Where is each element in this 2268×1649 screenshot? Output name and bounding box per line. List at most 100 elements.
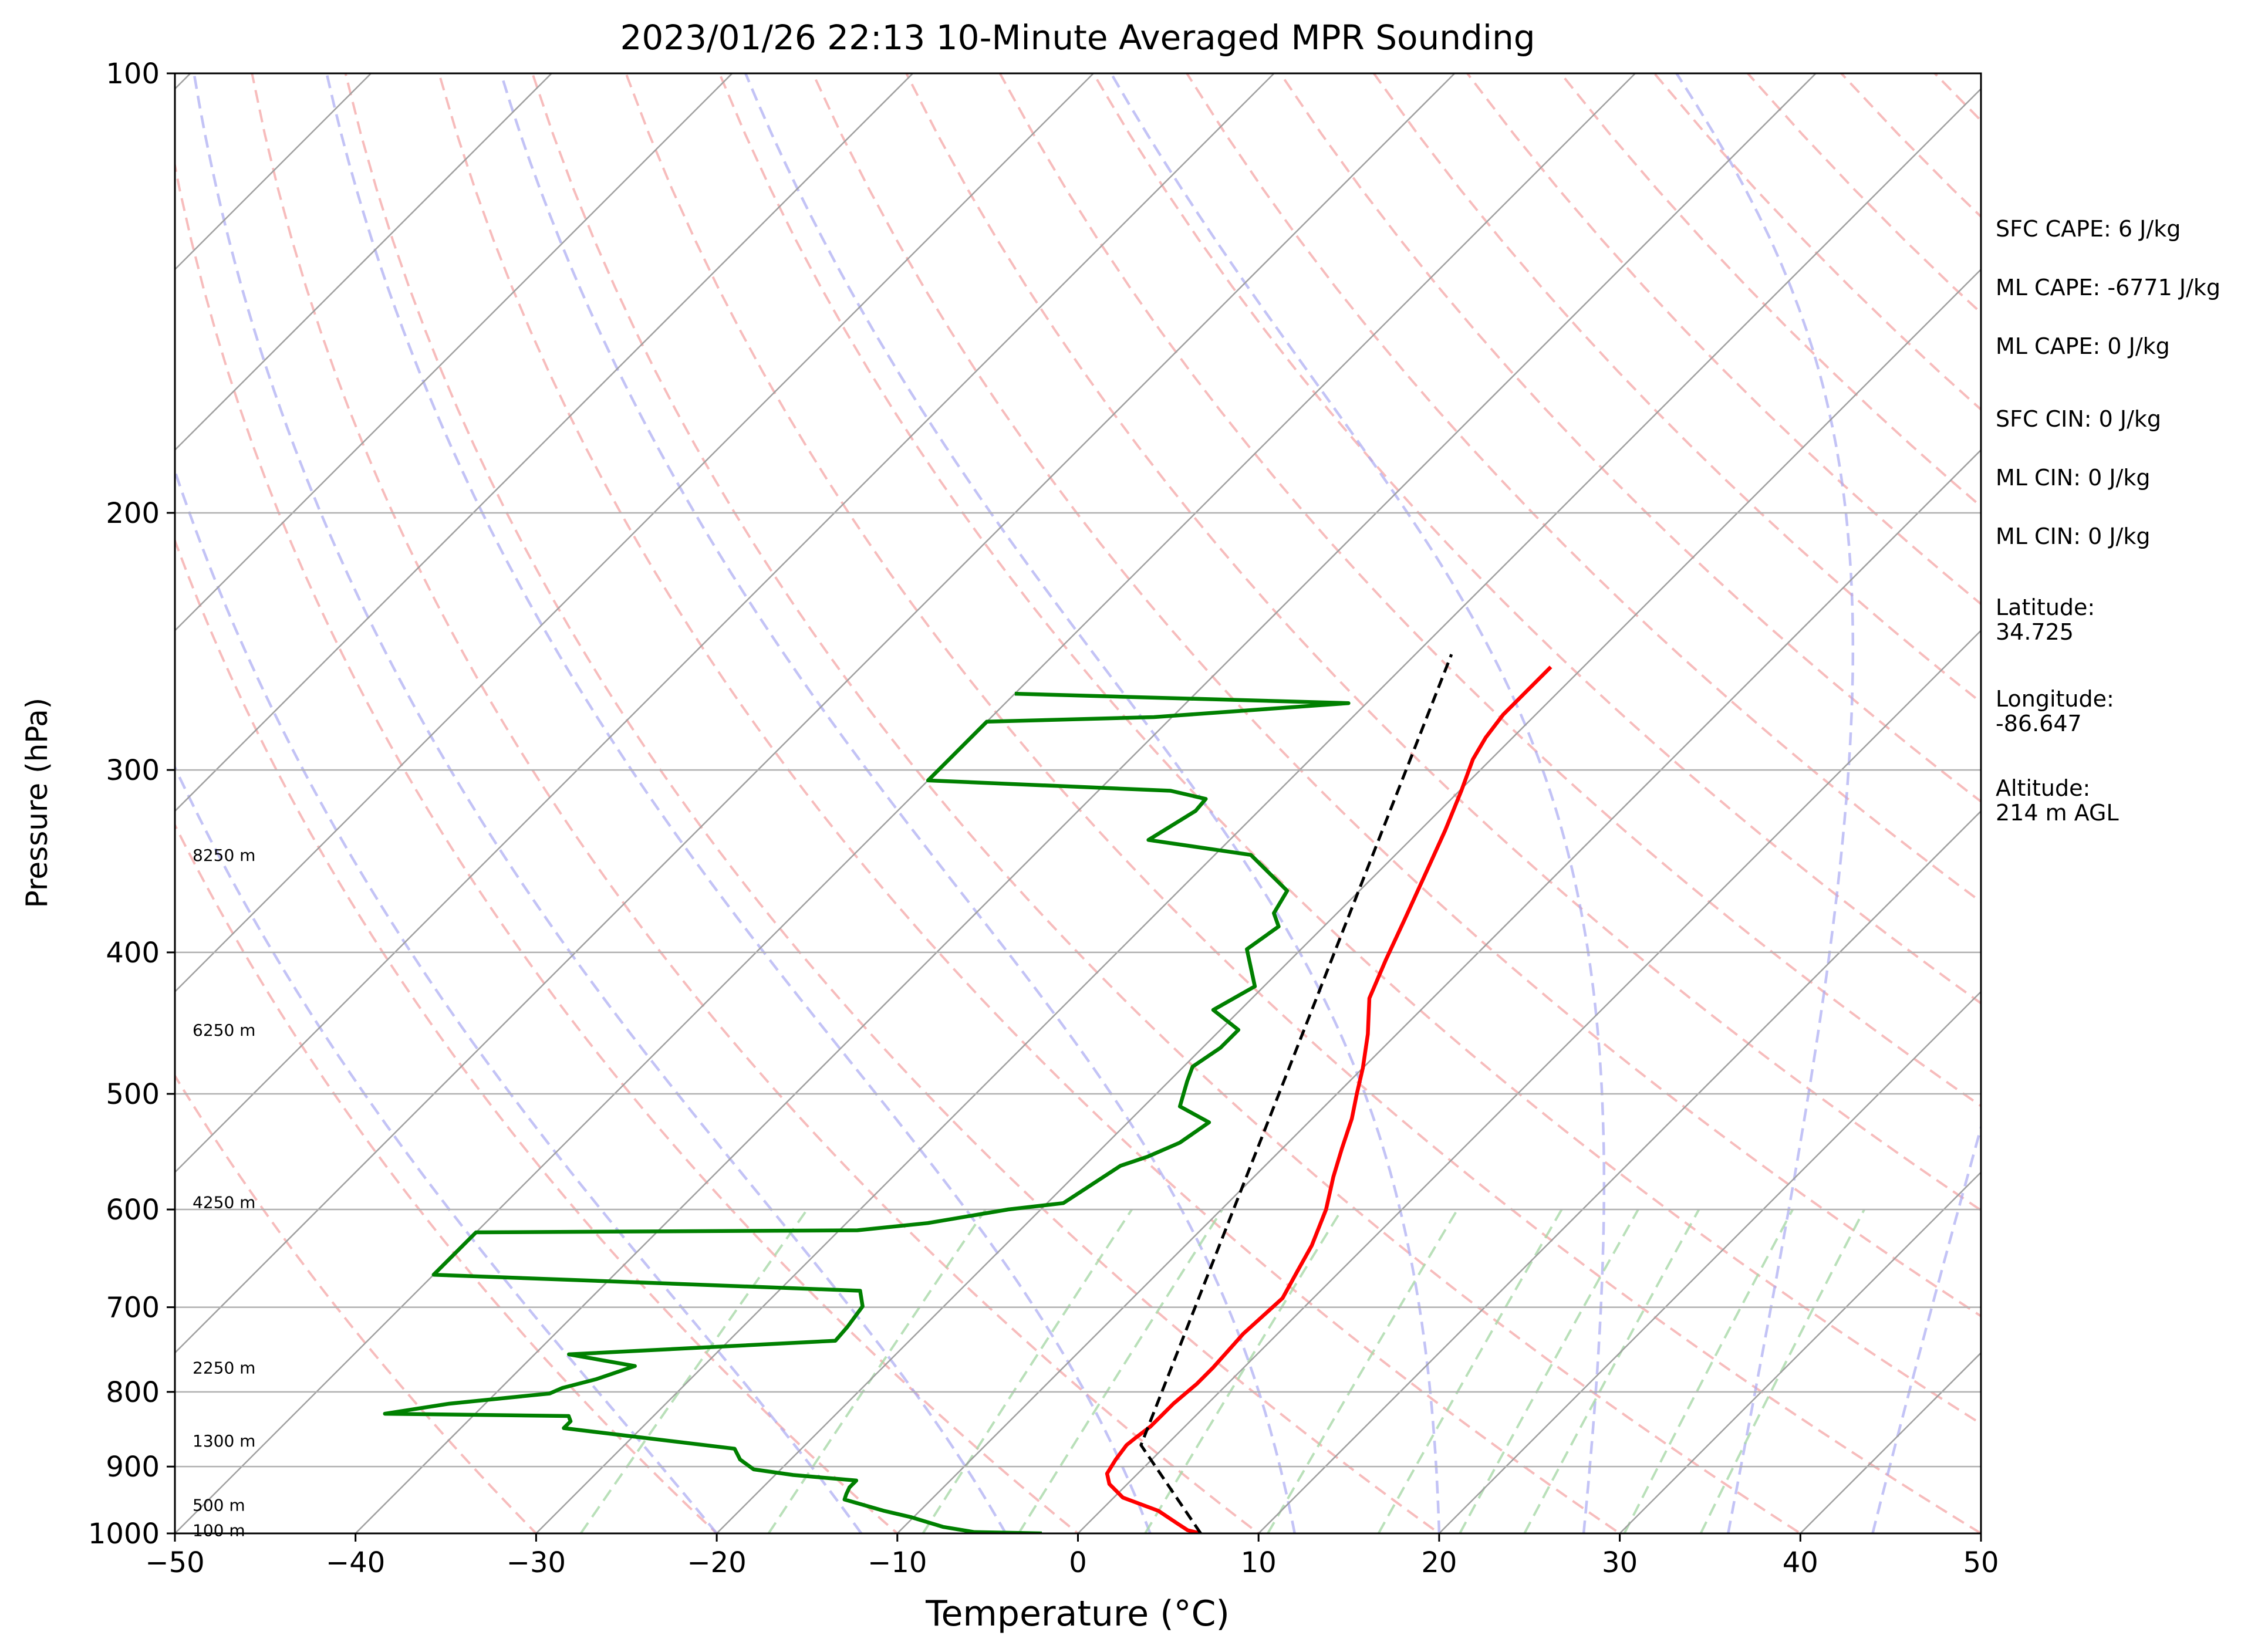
mixing-ratio-line xyxy=(1699,1209,1865,1533)
dry-adiabat xyxy=(1372,73,1981,704)
series-temperature-line xyxy=(1105,665,1553,1533)
y-tick-label: 1000 xyxy=(88,1518,160,1550)
annotation-text: Longitude: -86.647 xyxy=(1996,686,2114,736)
moist-adiabat xyxy=(1109,73,1606,1533)
moist-adiabat xyxy=(1871,1123,1981,1533)
sounding-series xyxy=(383,654,1553,1533)
x-tick-label: −10 xyxy=(868,1546,927,1579)
annotation-text: ML CIN: 0 J/kg xyxy=(1996,465,2150,491)
x-tick-label: −50 xyxy=(145,1546,204,1579)
dry-adiabat xyxy=(1746,73,1981,315)
x-tick-label: −20 xyxy=(687,1546,746,1579)
x-tick-label: 0 xyxy=(1069,1546,1087,1579)
annotation-text: Latitude: 34.725 xyxy=(1996,594,2095,645)
y-tick-label: 500 xyxy=(106,1078,160,1111)
background-lines xyxy=(0,6,2268,1564)
mixing-ratio-line xyxy=(767,1208,987,1533)
moist-adiabat xyxy=(193,73,1007,1533)
annotation-text: ML CAPE: 0 J/kg xyxy=(1996,333,2170,359)
isotherm xyxy=(1258,810,1981,1533)
isotherm xyxy=(175,73,552,451)
x-axis-ticks: −50 −40 −30 −20 −10 0 10 20 30 40 50 xyxy=(145,1533,1999,1579)
y-tick-label: 800 xyxy=(106,1376,160,1409)
isotherm xyxy=(175,73,914,812)
dry-adiabat xyxy=(905,73,1981,1212)
isotherm xyxy=(175,73,1094,993)
isotherm xyxy=(896,449,1981,1533)
series-parcel-line xyxy=(1139,654,1453,1533)
mixing-ratio-line xyxy=(1017,1208,1224,1533)
height-label: 8250 m xyxy=(193,846,255,865)
annotation-text: SFC CAPE: 6 J/kg xyxy=(1996,216,2181,242)
height-label: 1300 m xyxy=(193,1431,255,1451)
isotherm xyxy=(535,87,1981,1533)
height-label: 500 m xyxy=(193,1495,245,1515)
y-tick-label: 300 xyxy=(106,754,160,787)
moist-adiabat xyxy=(744,73,1441,1533)
isotherm xyxy=(1439,991,1981,1533)
dry-adiabat xyxy=(811,73,1981,1318)
chart-title: 2023/01/26 22:13 10-Minute Averaged MPR … xyxy=(620,18,1535,58)
y-axis-ticks: 100 200 300 400 500 600 700 800 900 1000 xyxy=(88,58,175,1550)
y-tick-label: 100 xyxy=(106,58,160,90)
annotation-text: Altitude: 214 m AGL xyxy=(1996,775,2119,826)
x-tick-label: 10 xyxy=(1241,1546,1277,1579)
moist-adiabat xyxy=(175,467,863,1533)
dry-adiabat xyxy=(998,73,1981,1108)
isotherm xyxy=(716,268,1981,1533)
pressure-gridlines xyxy=(175,512,1981,1468)
dry-adiabat xyxy=(531,73,1803,1533)
annotation-text: SFC CIN: 0 J/kg xyxy=(1996,406,2161,432)
mixing-ratio-line xyxy=(1144,1208,1343,1533)
annotation-text: ML CIN: 0 J/kg xyxy=(1996,523,2150,549)
plot-frame xyxy=(174,72,1982,1535)
y-tick-label: 200 xyxy=(106,497,160,530)
isotherm xyxy=(175,73,372,271)
y-tick-label: 900 xyxy=(106,1451,160,1484)
isotherm xyxy=(175,73,1456,1354)
dry-adiabat xyxy=(175,1073,538,1533)
x-tick-label: −30 xyxy=(507,1546,566,1579)
dry-adiabat xyxy=(718,73,1981,1425)
dry-adiabat xyxy=(344,73,1442,1533)
mixing-ratio-line xyxy=(922,1208,1133,1533)
height-label: 4250 m xyxy=(193,1192,255,1212)
annotation-text: ML CAPE: -6771 J/kg xyxy=(1996,275,2220,300)
dry-adiabat xyxy=(1092,73,1981,1005)
moist-adiabat xyxy=(500,73,1296,1533)
isotherm xyxy=(175,73,733,632)
moist-adiabat xyxy=(175,764,718,1533)
height-label: 100 m xyxy=(193,1521,245,1540)
moist-adiabat xyxy=(1675,73,1855,1533)
dry-adiabat xyxy=(2236,6,2268,1564)
y-tick-label: 700 xyxy=(106,1292,160,1324)
isotherm xyxy=(1619,1171,1981,1533)
stats-annotations: SFC CAPE: 6 J/kg ML CAPE: -6771 J/kg ML CA… xyxy=(1996,216,2220,826)
dry-adiabat xyxy=(175,822,719,1533)
x-axis-label: Temperature (°C) xyxy=(925,1593,1230,1634)
height-label: 6250 m xyxy=(193,1021,255,1040)
y-tick-label: 400 xyxy=(106,937,160,969)
x-tick-label: 30 xyxy=(1602,1546,1638,1579)
isotherm xyxy=(355,73,1817,1533)
dry-adiabat xyxy=(437,73,1622,1533)
height-labels: 8250 m 6250 m 4250 m 2250 m 1300 m 500 m 100 m xyxy=(193,846,255,1540)
x-tick-label: −40 xyxy=(326,1546,385,1579)
y-axis-label: Pressure (hPa) xyxy=(20,698,54,908)
dry-adiabat xyxy=(1185,73,1981,904)
moist-adiabat xyxy=(325,73,1152,1533)
isotherm xyxy=(1077,629,1981,1533)
dry-adiabat xyxy=(251,73,1261,1533)
isotherm xyxy=(175,73,1275,1174)
height-label: 2250 m xyxy=(193,1359,255,1378)
mixing-ratio-line xyxy=(1623,1209,1794,1533)
x-tick-label: 40 xyxy=(1783,1546,1818,1579)
dry-adiabat xyxy=(175,537,899,1533)
isotherm xyxy=(0,73,10,1533)
x-tick-label: 20 xyxy=(1421,1546,1457,1579)
series-dewpoint-line xyxy=(383,691,1351,1533)
x-tick-label: 50 xyxy=(1963,1546,1999,1579)
dry-adiabat xyxy=(175,159,1080,1533)
y-tick-label: 600 xyxy=(106,1194,160,1226)
